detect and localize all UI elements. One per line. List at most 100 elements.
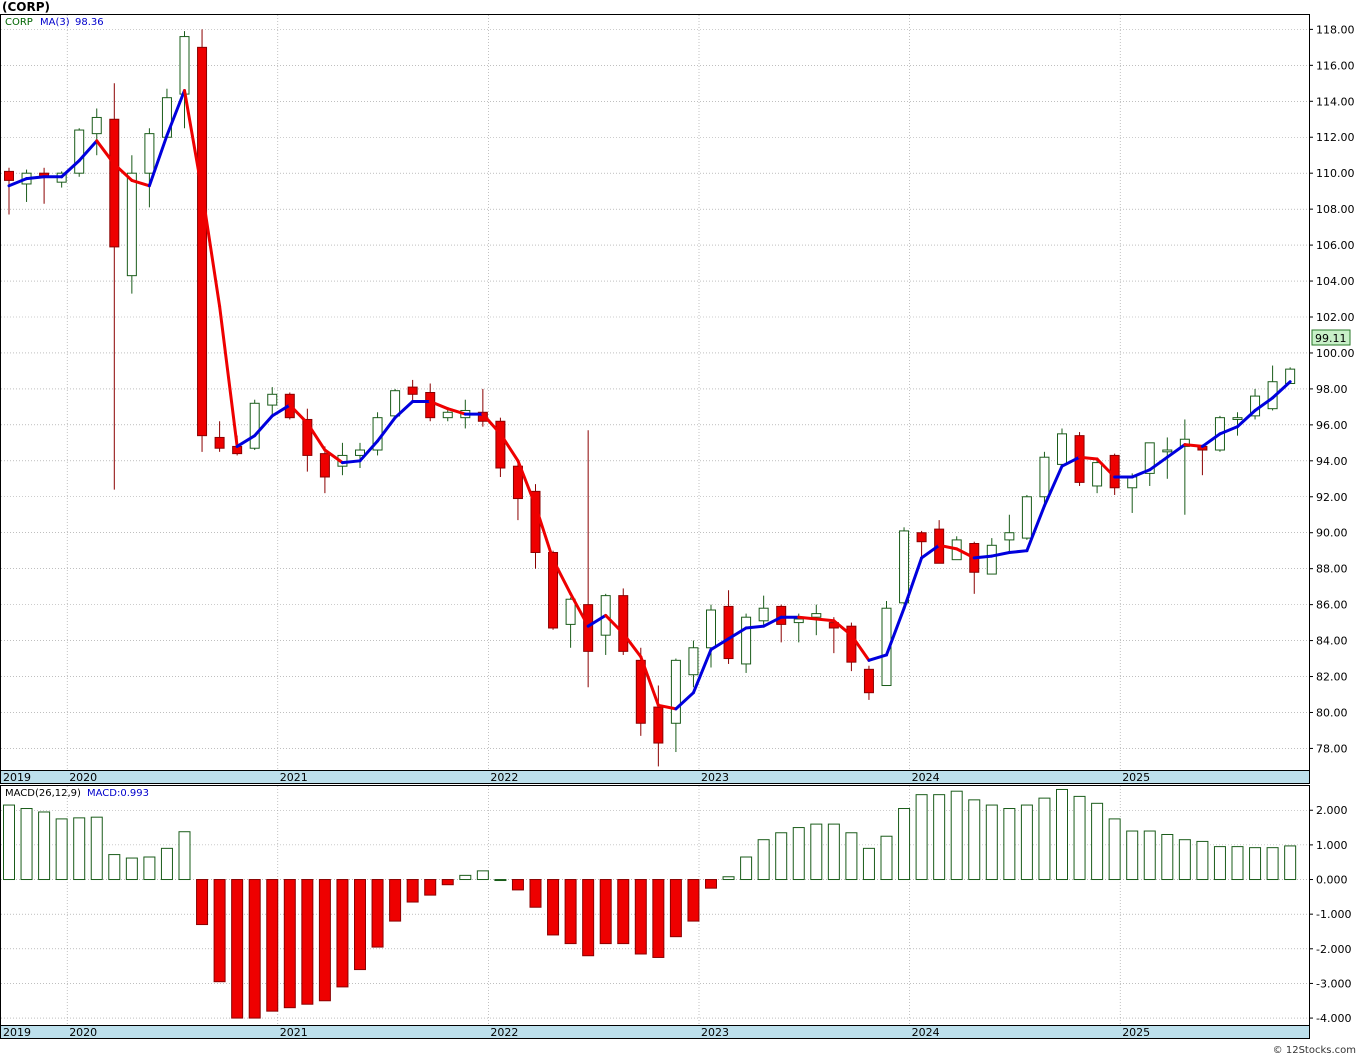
candle-body <box>1021 496 1032 539</box>
macd-bar <box>441 879 454 886</box>
macd-bar <box>1073 795 1086 881</box>
macd-bar <box>1038 797 1051 881</box>
ma-segment <box>1130 468 1152 479</box>
ma-segment <box>990 550 1011 558</box>
macd-bar <box>985 804 998 881</box>
candle-body <box>390 390 401 417</box>
macd-bar <box>1231 846 1244 881</box>
macd-bar <box>915 794 928 881</box>
candle-body <box>758 607 769 622</box>
macd-tick-label: 2.000 <box>1316 804 1348 817</box>
macd-bar <box>1178 839 1191 881</box>
macd-bar <box>213 879 226 983</box>
price-tick-label: 94.00 <box>1316 455 1348 468</box>
macd-bar <box>1143 830 1156 881</box>
ma-segment <box>814 617 836 623</box>
ma-segment <box>95 139 116 166</box>
candle-body <box>249 402 260 449</box>
candle-body <box>1127 476 1138 489</box>
macd-bar <box>459 874 472 881</box>
ma-legend-value: 98.36 <box>75 17 104 28</box>
macd-bar <box>371 879 384 948</box>
macd-bar <box>3 804 15 881</box>
ma-segment <box>691 648 713 695</box>
candle-body <box>565 598 576 625</box>
ma-segment <box>358 439 380 463</box>
ma-segment <box>639 655 660 707</box>
candle-body <box>986 544 997 575</box>
candle-body <box>618 595 629 652</box>
macd-bar <box>968 799 981 881</box>
macd-bar <box>1196 840 1209 881</box>
macd-bar <box>143 856 156 881</box>
price-x-axis-band <box>0 770 1310 784</box>
macd-bar <box>1161 833 1174 881</box>
macd-x-tick-label: 2021 <box>280 1026 308 1039</box>
macd-bar <box>740 856 753 881</box>
macd-tick-label: -3.000 <box>1316 977 1351 990</box>
candle-body <box>495 420 506 469</box>
macd-bar <box>582 879 595 957</box>
macd-bar <box>1249 847 1262 881</box>
ma-segment <box>270 403 292 418</box>
ma-segment <box>376 416 397 443</box>
ma-segment <box>147 133 169 188</box>
price-tick-label: 90.00 <box>1316 527 1348 540</box>
macd-bar <box>354 879 366 971</box>
macd-bar <box>547 879 560 936</box>
ma-segment <box>656 703 678 711</box>
ma-segment <box>77 139 99 163</box>
macd-tick-label: -1.000 <box>1316 908 1351 921</box>
candle-body <box>74 129 85 174</box>
ma-segment <box>7 177 29 188</box>
macd-bar <box>20 808 33 881</box>
macd-legend-value: MACD:0.993 <box>87 788 149 799</box>
ma-segment <box>1253 396 1275 412</box>
macd-x-tick-label: 2019 <box>3 1026 31 1039</box>
ma-segment <box>551 558 573 596</box>
candle-body <box>179 36 190 95</box>
macd-bar <box>1213 846 1226 881</box>
macd-bar <box>950 790 963 881</box>
candle-body <box>1232 417 1243 420</box>
macd-bar <box>424 879 437 896</box>
price-tick-label: 86.00 <box>1316 599 1348 612</box>
macd-x-axis-band <box>0 1025 1310 1039</box>
last-price-box <box>1311 329 1351 346</box>
ma-segment <box>920 543 941 560</box>
macd-x-axis: 2019 2020 2021 2022 2023 2024 2025 <box>3 1026 1150 1039</box>
price-panel-frame <box>0 14 1310 771</box>
ma-segment <box>1042 464 1064 508</box>
macd-bar <box>1266 847 1279 881</box>
ma-segment <box>323 448 344 465</box>
price-tick-label: 78.00 <box>1316 742 1348 755</box>
candle-body <box>477 411 488 422</box>
candle-body <box>126 172 137 277</box>
macd-tick-label: -2.000 <box>1316 943 1351 956</box>
price-tick-label: 88.00 <box>1316 563 1348 576</box>
macd-bar <box>336 879 349 988</box>
ma-segment <box>849 633 871 662</box>
macd-bar <box>722 876 735 881</box>
candle-body <box>109 118 120 248</box>
price-tick-label: 100.00 <box>1316 347 1355 360</box>
candle-body <box>1109 454 1120 489</box>
ma-segment <box>972 554 994 560</box>
candle-body <box>653 706 664 744</box>
ma-segment <box>902 556 924 610</box>
macd-bar <box>1126 830 1139 881</box>
macd-bar <box>125 857 138 881</box>
macd-bar <box>564 879 577 945</box>
macd-bar <box>705 879 717 889</box>
macd-bar <box>160 847 173 881</box>
macd-bar <box>880 835 893 881</box>
ma-segment <box>498 432 520 463</box>
ma-segment <box>1148 455 1169 472</box>
candle-body <box>1057 433 1067 465</box>
last-price-label: 99.11 <box>1315 332 1347 345</box>
ma-segment <box>937 543 959 551</box>
ma-segment <box>130 178 151 188</box>
candle-body <box>688 647 699 676</box>
ma-legend: MA(3) <box>40 17 70 28</box>
ma-segment <box>569 592 590 628</box>
